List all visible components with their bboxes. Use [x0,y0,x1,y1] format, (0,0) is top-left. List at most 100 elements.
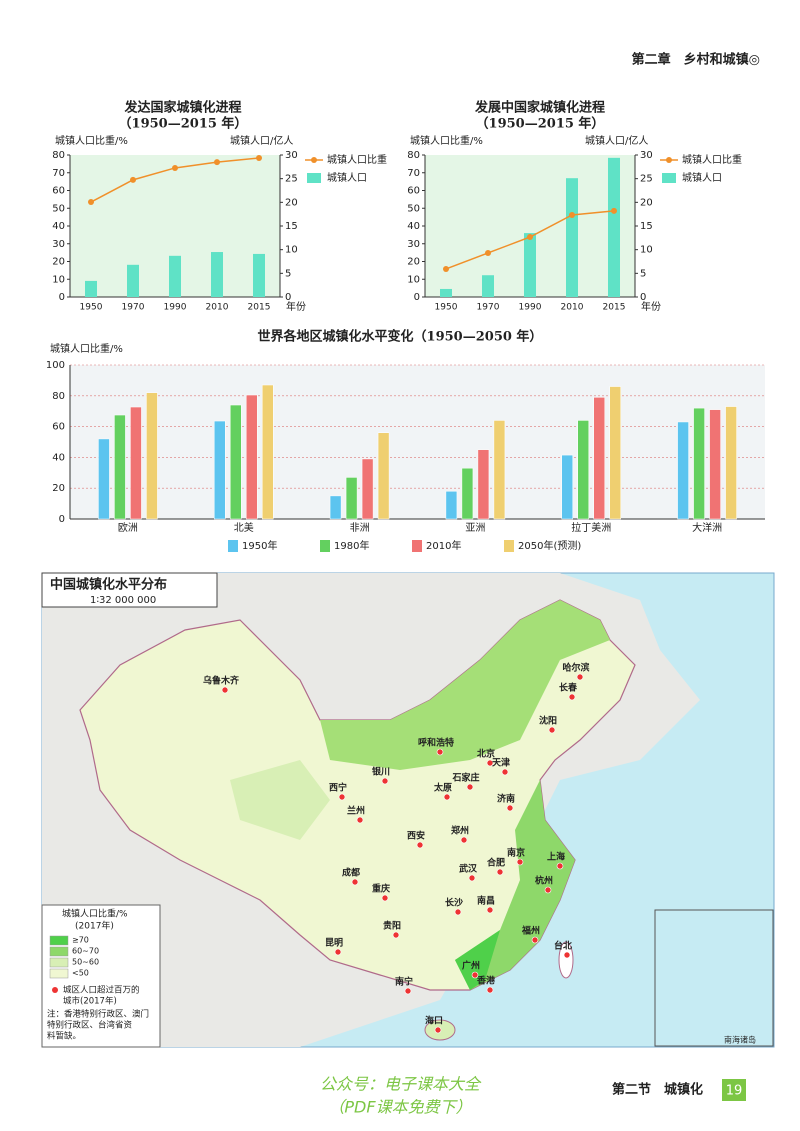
bar [214,420,226,520]
y-tick-label: 60 [407,186,420,197]
legend-note: 注：香港特别行政区、澳门 [47,1009,149,1020]
bar [561,454,573,520]
chart-title: 发展中国家城镇化进程 [474,100,605,116]
city-label: 太原 [433,782,452,794]
point [443,265,449,272]
watermark: 公众号：电子课本大全 [320,1075,482,1094]
point [569,211,575,218]
legend-label: 1950年 [242,539,277,552]
city-marker [356,816,364,824]
y-tick-label: 60 [52,422,65,433]
region-60-70 [320,600,610,770]
legend-label: 城镇人口比重 [327,153,387,166]
map-title-box [41,572,218,608]
x-tick-label: 1970 [122,303,145,313]
legend-label: ≥70 [72,936,89,945]
legend-note: 料暂缺。 [47,1031,81,1042]
bar [609,386,621,520]
y-tick-label: 80 [407,150,420,161]
city-marker [443,793,451,801]
x-tick-label: 2015 [248,303,271,313]
y2-tick-label: 25 [640,174,653,185]
bar [246,394,258,520]
y2-axis-label: 城镇人口/亿人 [585,134,648,147]
legend-label: 1980年 [334,539,369,552]
region-60-70 [455,780,575,990]
y-tick-label: 100 [46,360,65,371]
legend-note: 特别行政区、台湾省资 [47,1020,133,1031]
x-tick-label: 大洋洲 [692,521,722,534]
city-marker [548,726,556,734]
chapter-header: 第二章 乡村和城镇◎ [632,52,760,68]
point [214,159,220,166]
x-axis-label: 年份 [286,300,306,313]
legend-swatch [662,173,676,183]
watermark: （PDF课本免费下） [328,1098,471,1117]
legend-label: 城镇人口 [327,171,367,184]
y-tick-label: 50 [407,203,420,214]
city-label: 海口 [425,1015,443,1027]
y-tick-label: 40 [407,221,420,232]
city-label: 重庆 [372,883,390,895]
point [611,207,617,214]
bar [461,467,474,520]
bar [230,404,242,520]
bar [477,449,490,520]
x-tick-label: 非洲 [350,522,370,534]
bar [709,409,721,520]
y-axis-label: 城镇人口比重/% [55,134,128,147]
legend-swatch [49,968,69,979]
city-label: 济南 [497,793,515,805]
city-marker [334,948,342,956]
city-marker [466,783,474,791]
city-marker [460,836,468,844]
city-label: 长春 [559,682,578,694]
y-tick-label: 50 [52,203,65,214]
bar [524,233,536,297]
taiwan [558,941,574,979]
city-label: 成都 [342,867,360,879]
legend-label: <50 [72,969,89,978]
bar [85,280,97,297]
bar [677,421,689,520]
bar [253,253,265,297]
y2-tick-label: 5 [640,268,646,279]
city-marker [576,673,584,681]
city-marker [392,931,400,939]
x-tick-label: 拉丁美洲 [571,521,611,534]
city-label: 西安 [407,830,425,842]
legend-label: 2050年(预测) [518,539,581,552]
chart-subtitle: （1950—2015 年） [476,116,605,132]
page-number: 19 [726,1084,743,1099]
city-marker [486,986,494,994]
y-tick-label: 20 [52,257,65,268]
point [527,234,533,241]
chart-subtitle: （1950—2015 年） [119,116,248,132]
x-tick-label: 1950 [80,303,103,313]
city-marker [544,886,552,894]
y2-tick-label: 10 [285,245,298,256]
legend-swatch [307,173,321,183]
legend-label: 60~70 [72,947,99,956]
bar [127,264,139,297]
y-tick-label: 10 [407,274,420,285]
city-label: 银川 [372,766,390,778]
plot-area [70,365,765,519]
y-axis-label: 城镇人口比重/% [50,342,123,355]
x-tick-label: 1990 [519,303,542,313]
legend-label: 2010年 [426,539,461,552]
city-label: 北京 [477,748,495,760]
city-marker [436,748,444,756]
city-label: 杭州 [535,875,553,887]
point [172,164,178,171]
city-label: 福州 [521,925,540,937]
legend-swatch [504,540,514,552]
y2-tick-label: 15 [285,221,298,232]
bar [445,491,458,520]
city-marker [501,768,509,776]
bar [146,392,158,520]
legend-marker [666,157,672,163]
bar [361,458,374,520]
city-label: 南宁 [395,976,413,988]
x-tick-label: 欧洲 [118,522,138,534]
